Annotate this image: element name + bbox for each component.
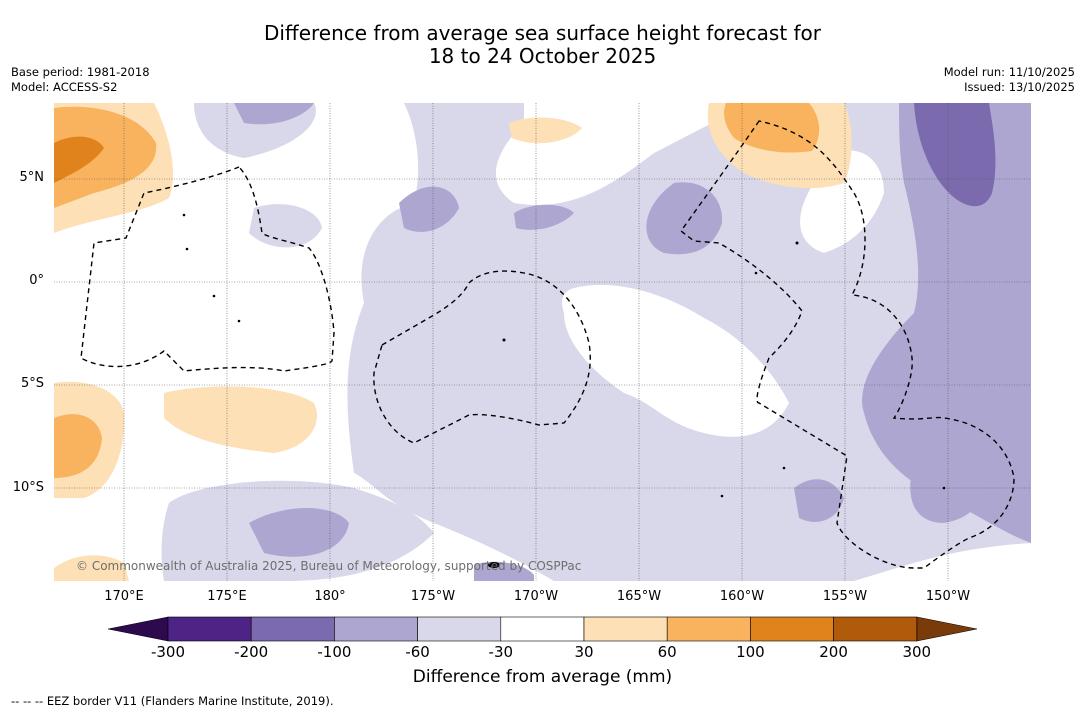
colorbar-tick-label: -300 [150,643,186,661]
colorbar-over-triangle [916,616,978,642]
lat-label: 5°N [19,170,45,185]
colorbar-tick-label: -100 [317,643,352,661]
graticule [54,103,1031,581]
colorbar-cell [417,616,502,642]
model-name: Model: ACCESS-S2 [11,80,118,94]
colorbar-cell [666,616,751,642]
map-panel: © Commonwealth of Australia 2025, Bureau… [54,103,1031,581]
lon-label: 165°W [616,589,662,604]
lon-label: 175°W [410,589,456,604]
island [942,486,946,490]
colorbar-tick-label: 200 [819,643,848,661]
island [502,338,506,342]
island [754,271,758,275]
lat-label: 5°S [20,376,44,391]
title-line-2: 18 to 24 October 2025 [428,44,657,68]
colorbar-tick-label: 100 [736,643,765,661]
negative-anomaly-blob [399,186,459,232]
colorbar-tick-label: -200 [234,643,269,661]
eez-border [80,166,335,372]
eez-legend: -- -- -- EEZ border V11 (Flanders Marine… [11,694,334,708]
neutral-region [562,284,789,437]
negative-anomaly-region [249,204,322,248]
negative-anomaly-blob [234,103,314,125]
negative-anomaly-blob [910,452,983,523]
lon-label: 180° [314,589,346,604]
colorbar-cell [833,616,918,642]
islands [182,213,946,568]
eez-border [680,120,1015,569]
negative-anomaly-blob [249,508,349,557]
positive-anomaly-region [164,386,318,453]
negative-anomaly-blob [862,103,1031,543]
positive-anomaly-blob [724,103,820,153]
negative-anomaly-blob [794,479,844,522]
eez-border [373,270,591,444]
strong-positive-anomaly-blob [54,136,104,183]
lat-label: 10°S [12,480,44,495]
lon-label: 150°W [925,589,971,604]
lat-label: 0° [29,273,44,288]
island [185,247,189,251]
base-period: Base period: 1981-2018 [11,65,150,79]
neutral-region [524,103,654,164]
colorbar [108,616,978,642]
title-line-1: Difference from average sea surface heig… [263,21,822,45]
colorbar-tick-label: -60 [405,643,430,661]
colorbar-cell [250,616,335,642]
colorbar-cell [500,616,585,642]
colorbar-cell [583,616,668,642]
positive-anomaly-region [509,117,582,144]
colorbar-tick-label: 60 [657,643,677,661]
colorbar-label: Difference from average (mm) [412,667,673,687]
positive-anomaly-blob [54,414,102,478]
issued-date: Issued: 13/10/2025 [964,80,1075,94]
copyright-text: © Commonwealth of Australia 2025, Bureau… [76,559,581,573]
map-title: Difference from average sea surface heig… [0,22,1085,68]
island [182,213,186,217]
island [488,562,500,568]
lon-label: 170°W [513,589,559,604]
island [237,319,241,323]
colorbar-under-triangle [108,616,169,642]
lon-label: 155°W [822,589,868,604]
colorbar-cell [750,616,834,642]
lon-label: 175°E [207,589,247,604]
colorbar-tick-label: -30 [488,643,514,661]
positive-anomaly-blob [54,106,157,208]
island [212,294,216,298]
colorbar-tick-label: 300 [902,643,932,661]
negative-anomaly-blob [646,182,723,255]
colorbar-cell [167,616,252,642]
meta-left: Base period: 1981-2018 Model: ACCESS-S2 [11,65,150,95]
island [795,241,799,245]
negative-anomaly-blob [514,204,574,230]
lon-label: 170°E [104,589,144,604]
strong-negative-anomaly-blob [914,103,996,207]
colorbar-cell [334,616,418,642]
lon-label: 160°W [719,589,765,604]
positive-anomaly-region [54,555,129,581]
island [720,494,724,498]
island [782,466,786,470]
colorbar-tick-label: 30 [574,643,594,661]
meta-right: Model run: 11/10/2025 Issued: 13/10/2025 [944,65,1075,95]
eez-borders [80,120,1015,569]
model-run: Model run: 11/10/2025 [943,65,1075,79]
